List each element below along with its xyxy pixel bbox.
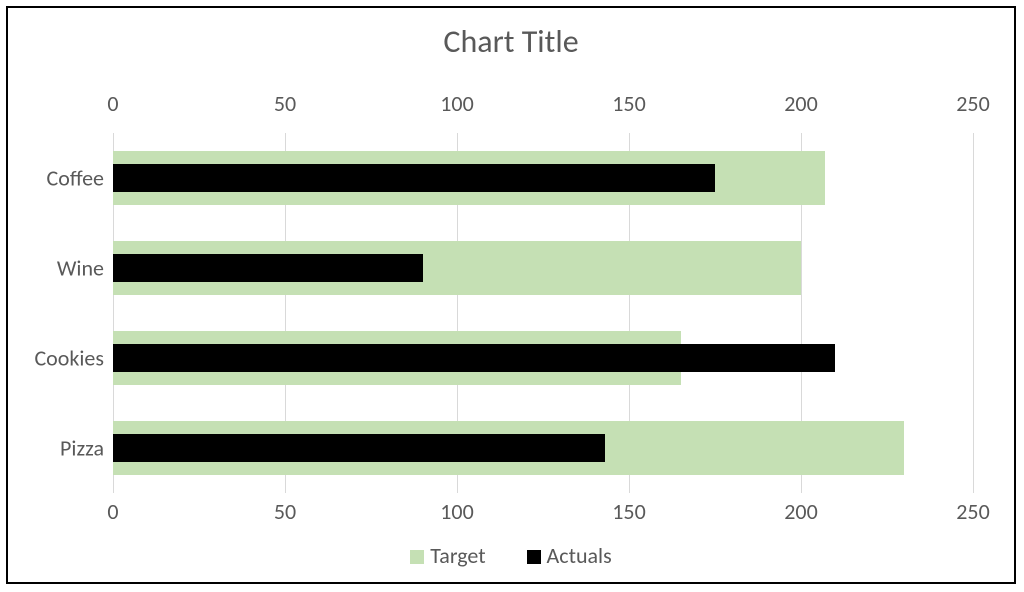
x-tick-bottom: 150: [612, 498, 645, 525]
x-tick-top: 0: [107, 90, 118, 117]
x-tick-bottom: 250: [956, 498, 989, 525]
chart-frame: Chart Title 0 50 100 150 200 250 0 50 100 150 200…: [6, 6, 1016, 584]
legend: Target Actuals: [8, 542, 1014, 569]
x-tick-top: 100: [440, 90, 473, 117]
legend-label-actuals: Actuals: [547, 542, 612, 569]
x-tick-bottom: 200: [784, 498, 817, 525]
bar-actuals: [113, 344, 835, 373]
x-tick-bottom: 50: [274, 498, 296, 525]
plot-area: [113, 133, 973, 493]
category-label: Coffee: [46, 165, 104, 192]
bar-actuals: [113, 254, 423, 283]
legend-item-actuals: Actuals: [527, 542, 612, 569]
x-tick-top: 200: [784, 90, 817, 117]
x-axis-bottom: 050100150200250: [113, 498, 973, 528]
legend-swatch-target: [410, 550, 424, 564]
x-tick-bottom: 0: [107, 498, 118, 525]
chart-title: Chart Title: [8, 22, 1014, 61]
bar-actuals: [113, 434, 605, 463]
x-tick-bottom: 100: [440, 498, 473, 525]
x-axis-top: 050100150200250: [113, 90, 973, 120]
category-label: Wine: [57, 255, 104, 282]
legend-label-target: Target: [430, 542, 485, 569]
x-tick-top: 50: [274, 90, 296, 117]
category-label: Cookies: [34, 345, 104, 372]
bar-actuals: [113, 164, 715, 193]
legend-swatch-actuals: [527, 550, 541, 564]
x-tick-top: 150: [612, 90, 645, 117]
legend-item-target: Target: [410, 542, 485, 569]
gridline: [973, 133, 974, 493]
x-tick-top: 250: [956, 90, 989, 117]
category-label: Pizza: [60, 435, 104, 462]
